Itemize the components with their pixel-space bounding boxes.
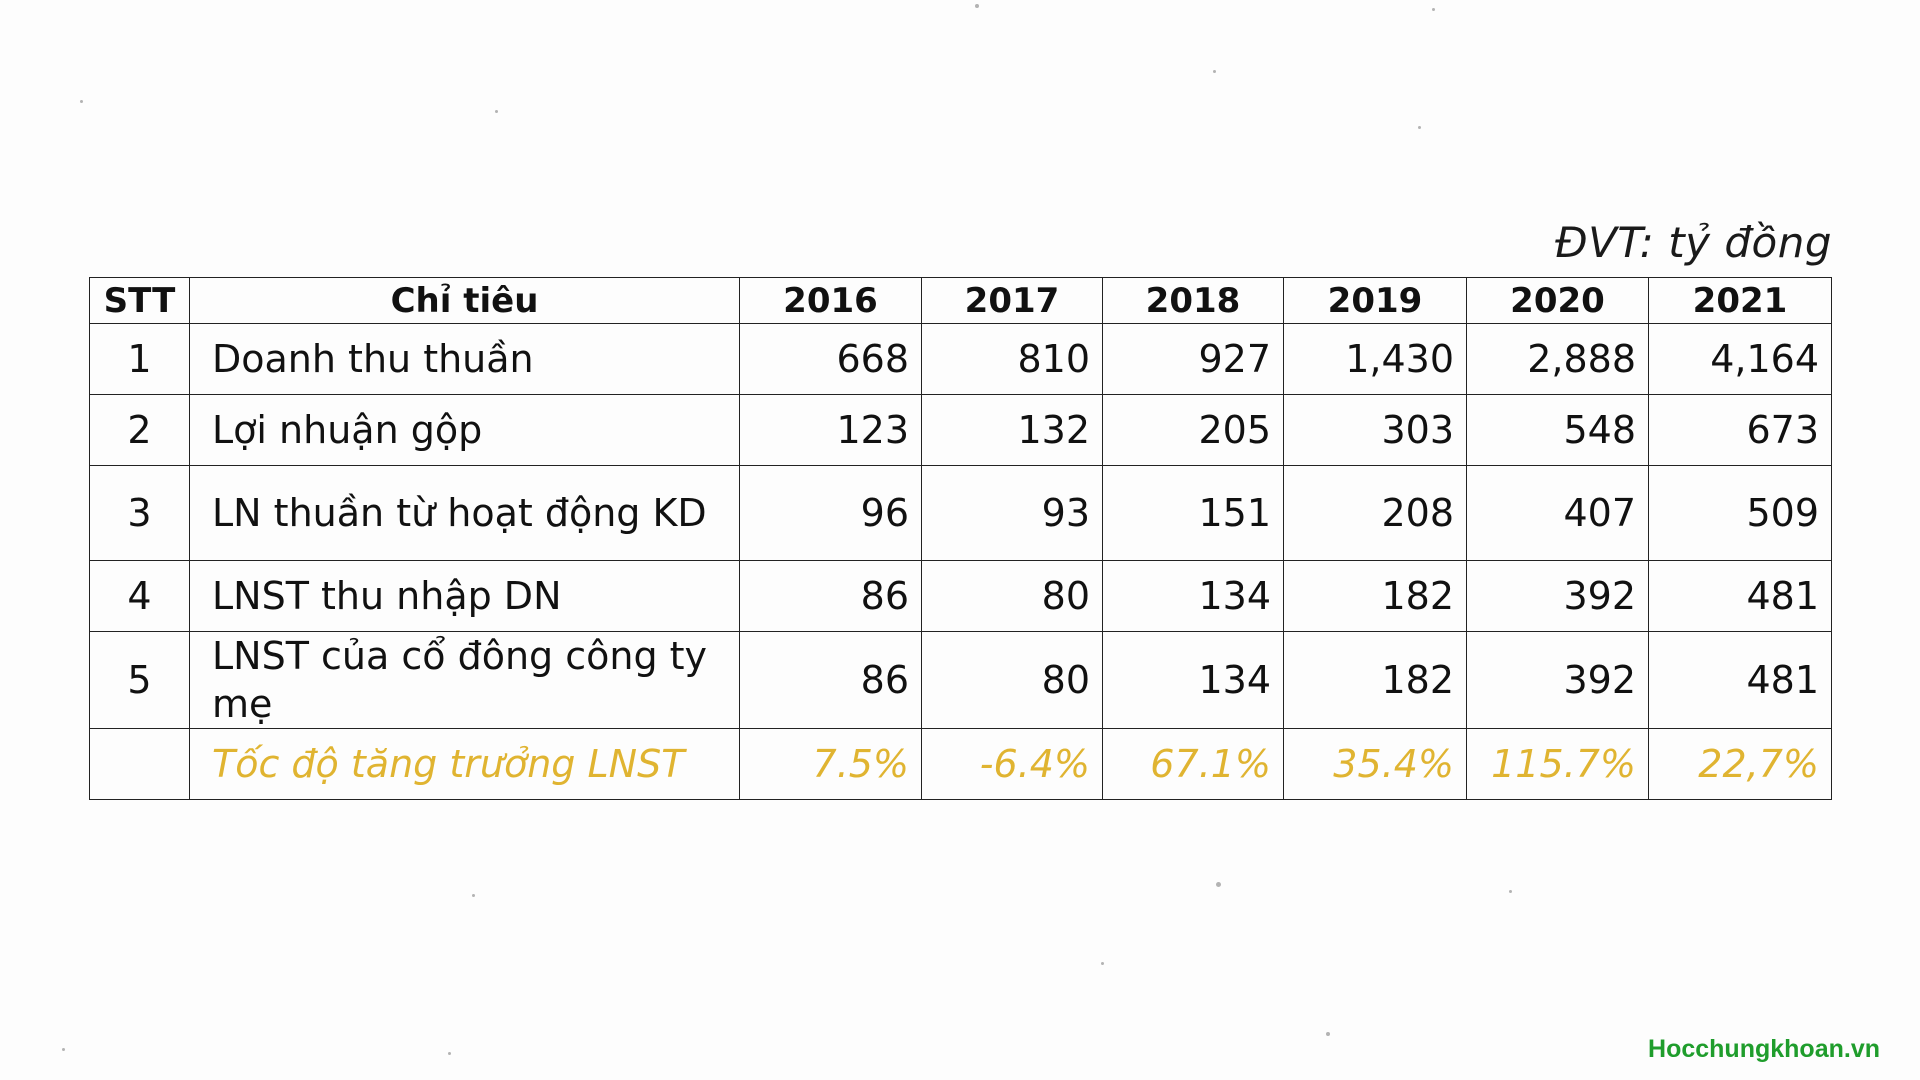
row-value: 810 — [921, 323, 1103, 395]
background-speck — [1418, 126, 1421, 129]
row-value: 481 — [1648, 631, 1832, 729]
background-speck — [80, 100, 83, 103]
row-value: 927 — [1102, 323, 1284, 395]
growth-row: Tốc độ tăng trưởng LNST 7.5% -6.4% 67.1%… — [89, 728, 1832, 800]
header-year: 2018 — [1102, 277, 1284, 324]
unit-note: ĐVT: tỷ đồng — [1555, 218, 1832, 267]
watermark-text: Hocchungkhoan.vn — [1648, 1035, 1880, 1063]
row-value: 2,888 — [1466, 323, 1649, 395]
row-value: 80 — [921, 560, 1103, 632]
row-value: 548 — [1466, 394, 1649, 466]
row-label: LN thuần từ hoạt động KD — [189, 465, 740, 561]
growth-value: 22,7% — [1648, 728, 1832, 800]
header-year: 2020 — [1466, 277, 1649, 324]
row-label: Doanh thu thuần — [189, 323, 740, 395]
background-speck — [1326, 1032, 1330, 1036]
row-label: LNST thu nhập DN — [189, 560, 740, 632]
row-value: 668 — [739, 323, 922, 395]
financial-table: STT Chỉ tiêu 2016 2017 2018 2019 2020 20… — [89, 277, 1832, 800]
table-row: 4 LNST thu nhập DN 86 80 134 182 392 481 — [89, 560, 1832, 632]
row-value: 303 — [1283, 394, 1467, 466]
row-value: 86 — [739, 560, 922, 632]
row-stt: 4 — [89, 560, 190, 632]
row-value: 134 — [1102, 631, 1284, 729]
row-value: 132 — [921, 394, 1103, 466]
background-speck — [1216, 882, 1221, 887]
background-speck — [975, 4, 979, 8]
row-value: 182 — [1283, 560, 1467, 632]
header-year: 2019 — [1283, 277, 1467, 324]
growth-value: 7.5% — [739, 728, 922, 800]
header-year: 2021 — [1648, 277, 1832, 324]
row-value: 208 — [1283, 465, 1467, 561]
table-row: 5 LNST của cổ đông công ty mẹ 86 80 134 … — [89, 631, 1832, 729]
row-stt: 1 — [89, 323, 190, 395]
row-stt: 2 — [89, 394, 190, 466]
growth-value: 35.4% — [1283, 728, 1467, 800]
background-speck — [1101, 962, 1104, 965]
row-value: 205 — [1102, 394, 1284, 466]
row-value: 134 — [1102, 560, 1284, 632]
row-value: 93 — [921, 465, 1103, 561]
header-year: 2017 — [921, 277, 1103, 324]
growth-value: -6.4% — [921, 728, 1103, 800]
table-header-row: STT Chỉ tiêu 2016 2017 2018 2019 2020 20… — [89, 277, 1832, 324]
row-value: 673 — [1648, 394, 1832, 466]
background-speck — [448, 1052, 451, 1055]
growth-label: Tốc độ tăng trưởng LNST — [189, 728, 740, 800]
background-speck — [1213, 70, 1216, 73]
row-value: 96 — [739, 465, 922, 561]
row-value: 407 — [1466, 465, 1649, 561]
row-label: Lợi nhuận gộp — [189, 394, 740, 466]
table-row: 3 LN thuần từ hoạt động KD 96 93 151 208… — [89, 465, 1832, 561]
row-value: 182 — [1283, 631, 1467, 729]
background-speck — [495, 110, 498, 113]
background-speck — [472, 894, 475, 897]
row-label: LNST của cổ đông công ty mẹ — [189, 631, 740, 729]
growth-value: 67.1% — [1102, 728, 1284, 800]
header-chi-tieu: Chỉ tiêu — [189, 277, 740, 324]
header-year: 2016 — [739, 277, 922, 324]
row-value: 123 — [739, 394, 922, 466]
background-speck — [1432, 8, 1435, 11]
background-speck — [1509, 890, 1512, 893]
row-value: 392 — [1466, 631, 1649, 729]
row-stt — [89, 728, 190, 800]
background-speck — [62, 1048, 65, 1051]
row-value: 86 — [739, 631, 922, 729]
table-row: 2 Lợi nhuận gộp 123 132 205 303 548 673 — [89, 394, 1832, 466]
row-value: 1,430 — [1283, 323, 1467, 395]
row-stt: 5 — [89, 631, 190, 729]
row-value: 4,164 — [1648, 323, 1832, 395]
header-stt: STT — [89, 277, 190, 324]
row-value: 80 — [921, 631, 1103, 729]
row-value: 392 — [1466, 560, 1649, 632]
row-value: 509 — [1648, 465, 1832, 561]
table-row: 1 Doanh thu thuần 668 810 927 1,430 2,88… — [89, 323, 1832, 395]
row-value: 481 — [1648, 560, 1832, 632]
growth-value: 115.7% — [1466, 728, 1649, 800]
row-value: 151 — [1102, 465, 1284, 561]
row-stt: 3 — [89, 465, 190, 561]
